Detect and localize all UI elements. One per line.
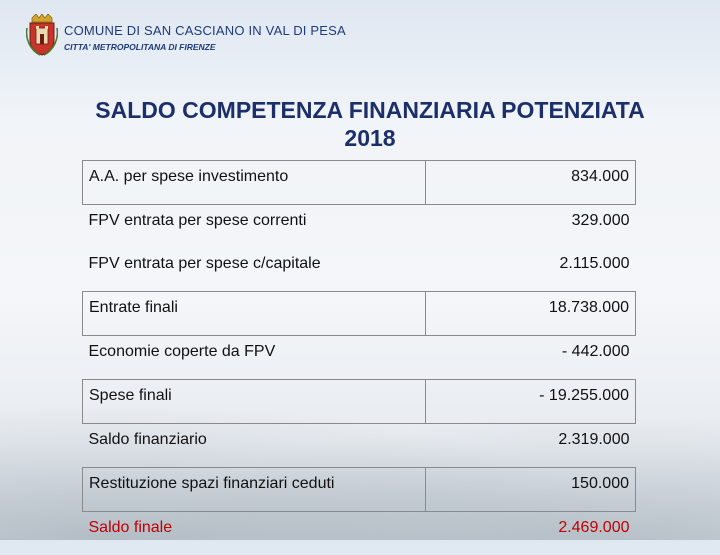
table-row: Restituzione spazi finanziari ceduti 150… (83, 468, 636, 512)
table-row: A.A. per spese investimento 834.000 (83, 161, 636, 205)
municipal-crest-icon (26, 14, 58, 56)
row-label: A.A. per spese investimento (83, 161, 426, 205)
table-row-final: Saldo finale 2.469.000 (83, 512, 636, 555)
table-row: FPV entrata per spese correnti 329.000 (83, 205, 636, 249)
financial-table: A.A. per spese investimento 834.000 FPV … (82, 160, 636, 555)
row-value: 2.469.000 (426, 512, 636, 555)
title-line-1: SALDO COMPETENZA FINANZIARIA POTENZIATA (40, 96, 700, 124)
page-title: SALDO COMPETENZA FINANZIARIA POTENZIATA … (40, 96, 700, 152)
row-label: Economie coperte da FPV (83, 336, 426, 380)
table-row: Spese finali - 19.255.000 (83, 380, 636, 424)
row-value: 18.738.000 (426, 292, 636, 336)
table-row: FPV entrata per spese c/capitale 2.115.0… (83, 248, 636, 292)
title-line-2: 2018 (40, 124, 700, 152)
row-label: FPV entrata per spese correnti (83, 205, 426, 249)
row-value: 150.000 (426, 468, 636, 512)
org-name: COMUNE DI SAN CASCIANO IN VAL DI PESA (64, 23, 346, 38)
table-row: Entrate finali 18.738.000 (83, 292, 636, 336)
table-row: Economie coperte da FPV - 442.000 (83, 336, 636, 380)
row-label: Spese finali (83, 380, 426, 424)
row-value: 2.319.000 (426, 424, 636, 468)
row-value: - 19.255.000 (426, 380, 636, 424)
org-subtitle: CITTA' METROPOLITANA DI FIRENZE (64, 42, 216, 52)
row-label: Saldo finale (83, 512, 426, 555)
row-value: - 442.000 (426, 336, 636, 380)
row-label: Entrate finali (83, 292, 426, 336)
row-label: Restituzione spazi finanziari ceduti (83, 468, 426, 512)
row-value: 2.115.000 (426, 248, 636, 292)
table-row: Saldo finanziario 2.319.000 (83, 424, 636, 468)
row-value: 834.000 (426, 161, 636, 205)
row-label: FPV entrata per spese c/capitale (83, 248, 426, 292)
row-label: Saldo finanziario (83, 424, 426, 468)
row-value: 329.000 (426, 205, 636, 249)
